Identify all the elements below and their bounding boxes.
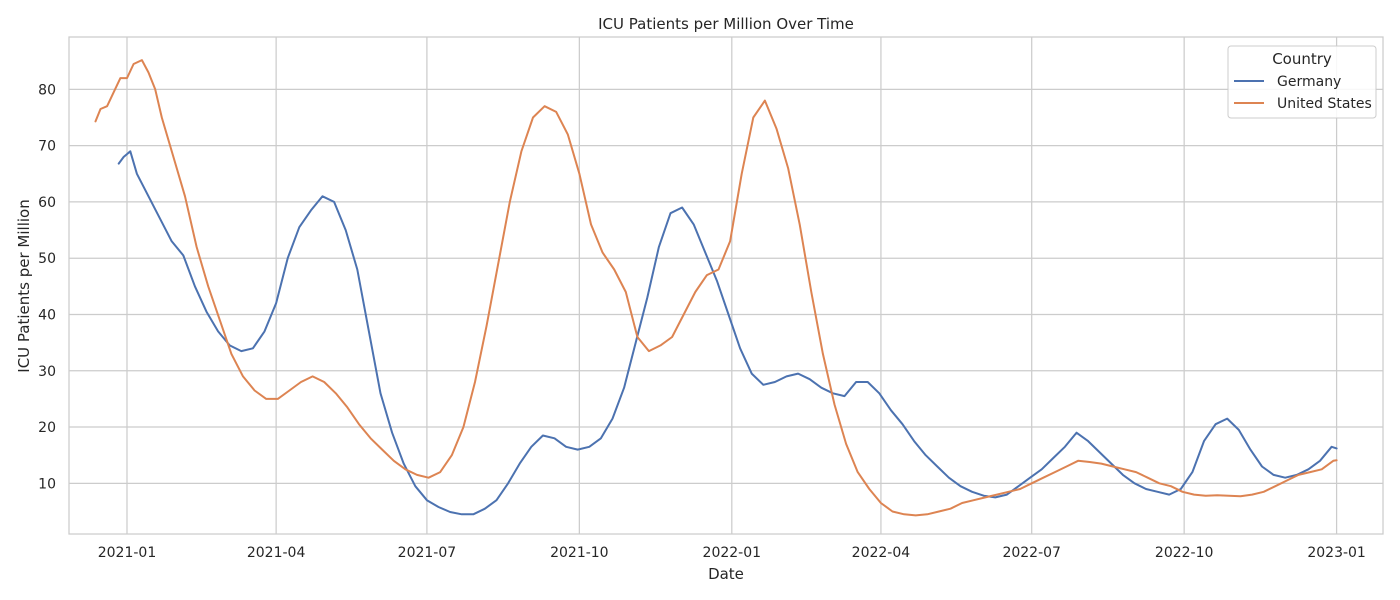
x-tick-label: 2022-04	[852, 545, 911, 561]
y-axis-label: ICU Patients per Million	[15, 199, 33, 372]
y-tick-label: 50	[38, 251, 56, 267]
legend-label-united-states: United States	[1277, 96, 1372, 112]
x-tick-label: 2021-10	[550, 545, 609, 561]
x-tick-label: 2021-07	[398, 545, 457, 561]
legend-label-germany: Germany	[1277, 74, 1341, 90]
x-tick-label: 2023-01	[1307, 545, 1366, 561]
x-tick-label: 2021-04	[247, 545, 306, 561]
y-tick-label: 20	[38, 420, 56, 436]
legend-title: Country	[1272, 50, 1332, 68]
y-tick-label: 70	[38, 139, 56, 155]
y-tick-label: 10	[38, 476, 56, 492]
x-axis-label: Date	[708, 565, 744, 583]
x-tick-label: 2022-01	[703, 545, 762, 561]
x-tick-label: 2021-01	[98, 545, 157, 561]
x-tick-label: 2022-07	[1002, 545, 1061, 561]
chart-title: ICU Patients per Million Over Time	[598, 15, 854, 33]
y-tick-label: 30	[38, 364, 56, 380]
y-tick-label: 40	[38, 307, 56, 323]
x-tick-label: 2022-10	[1155, 545, 1214, 561]
y-tick-label: 60	[38, 195, 56, 211]
y-tick-label: 80	[38, 82, 56, 98]
legend: Country Germany United States	[1228, 46, 1376, 118]
